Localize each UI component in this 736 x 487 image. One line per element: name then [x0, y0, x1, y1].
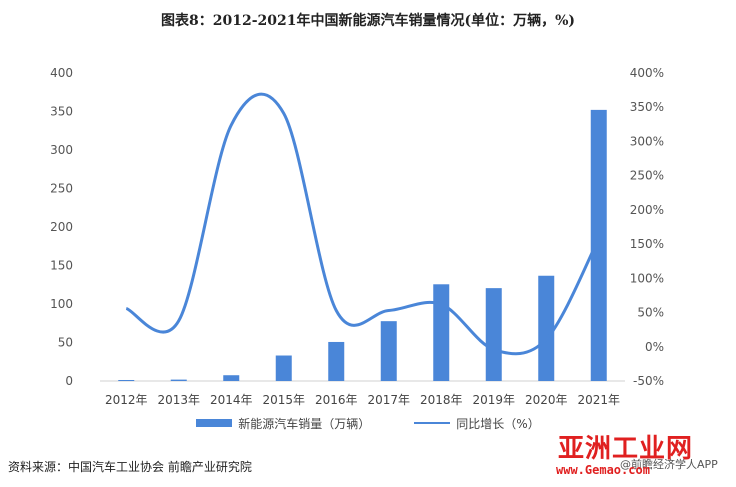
y-left-tick-label: 150: [50, 259, 73, 273]
y-right-tick-label: 200%: [630, 203, 664, 217]
legend-label-growth: 同比增长（%）: [456, 416, 540, 431]
bar: [118, 379, 135, 381]
legend-item-growth: 同比增长（%）: [414, 415, 540, 432]
x-tick-label: 2016年: [315, 393, 358, 407]
x-tick-label: 2018年: [420, 393, 463, 407]
chart-legend: 新能源汽车销量（万辆） 同比增长（%）: [0, 413, 736, 433]
y-right-tick-label: 0%: [645, 340, 664, 354]
x-tick-label: 2012年: [105, 393, 148, 407]
x-tick-label: 2019年: [472, 393, 515, 407]
y-left-tick-label: 200: [50, 220, 73, 234]
x-tick-label: 2017年: [367, 393, 410, 407]
bar: [538, 275, 555, 381]
y-left-tick-label: 300: [50, 143, 73, 157]
growth-line: [125, 92, 601, 356]
x-tick-label: 2013年: [157, 393, 200, 407]
bar: [590, 109, 607, 382]
legend-item-sales: 新能源汽车销量（万辆）: [196, 415, 370, 432]
legend-label-sales: 新能源汽车销量（万辆）: [238, 416, 371, 431]
watermark-url: www.Gemao.com: [556, 463, 650, 477]
source-note: 资料来源：中国汽车工业协会 前瞻产业研究院: [8, 460, 252, 474]
legend-swatch-line: [414, 422, 451, 424]
bar: [223, 375, 240, 381]
bar: [170, 379, 187, 381]
y-left-tick-label: 250: [50, 182, 73, 196]
watermark-app-text: @前瞻经济学人APP: [620, 458, 718, 471]
bar: [433, 284, 450, 381]
y-left-tick-label: 100: [50, 297, 73, 311]
bar: [328, 341, 345, 381]
x-tick-label: 2014年: [210, 393, 253, 407]
y-right-tick-label: 400%: [630, 66, 664, 80]
legend-swatch-bar: [196, 419, 233, 427]
y-left-tick-label: 50: [58, 336, 73, 350]
x-tick-label: 2015年: [262, 393, 305, 407]
bar: [380, 321, 397, 381]
y-right-tick-label: 250%: [630, 169, 664, 183]
x-tick-label: 2021年: [577, 393, 620, 407]
y-right-tick-label: 350%: [630, 100, 664, 114]
x-tick-label: 2020年: [525, 393, 568, 407]
y-right-tick-label: 100%: [630, 271, 664, 285]
y-left-tick-label: 0: [65, 374, 73, 388]
watermark-logo: 亚洲工业网: [558, 434, 694, 464]
y-right-tick-label: -50%: [633, 374, 664, 388]
y-right-tick-label: 150%: [630, 237, 664, 251]
y-right-tick-label: 300%: [630, 134, 664, 148]
y-left-tick-label: 400: [50, 66, 73, 80]
bar: [275, 355, 292, 381]
y-left-tick-label: 350: [50, 105, 73, 119]
bar: [485, 288, 502, 381]
y-right-tick-label: 50%: [637, 306, 664, 320]
chart-title: 图表8：2012-2021年中国新能源汽车销量情况(单位：万辆，%): [160, 13, 576, 29]
